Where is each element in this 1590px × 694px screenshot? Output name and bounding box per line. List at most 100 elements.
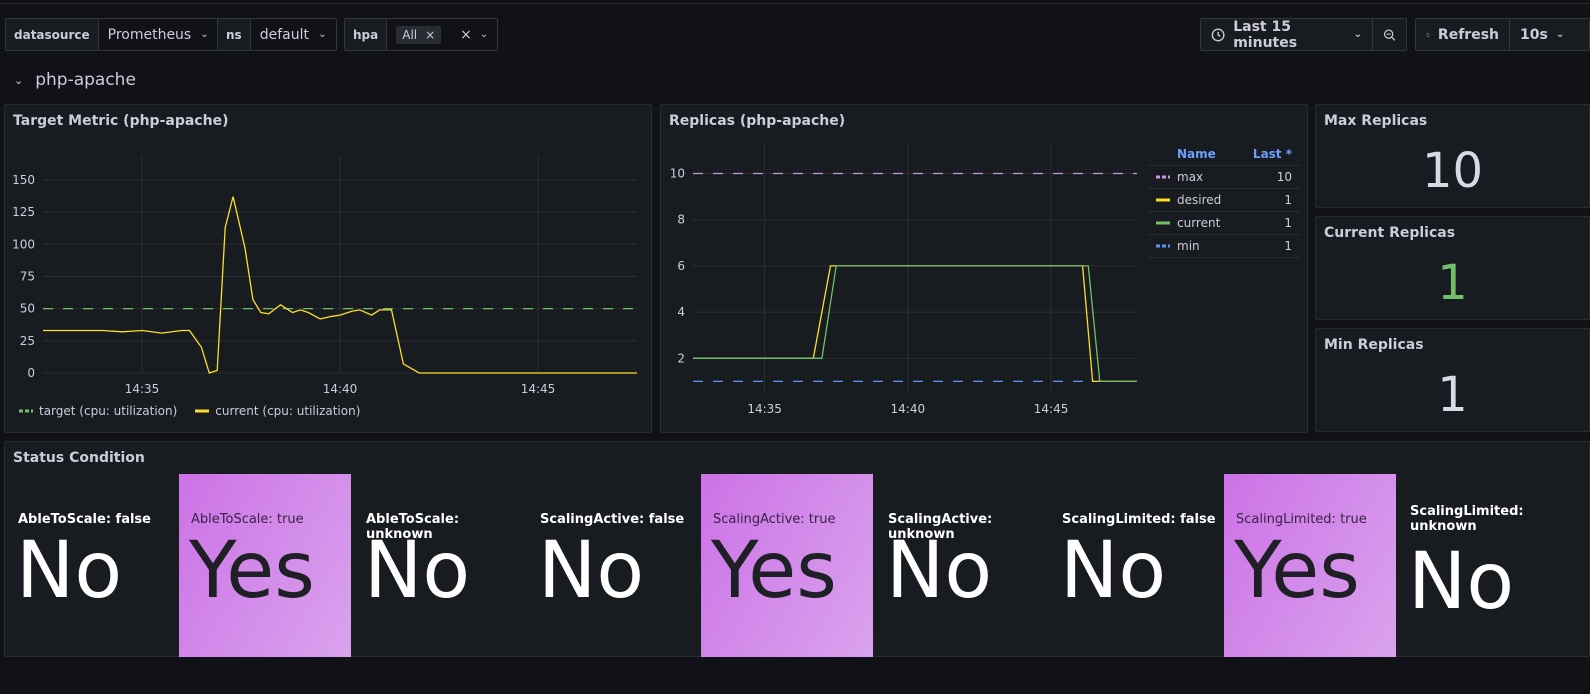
legend-row-min[interactable]: min 1: [1148, 235, 1300, 258]
status-cell: AbleToScale: true Yes: [179, 474, 351, 657]
x-tick-label: 14:45: [1034, 402, 1069, 416]
chevron-down-icon: ⌄: [200, 29, 209, 40]
x-tick-label: 14:40: [323, 382, 358, 396]
status-cell-label: ScalingActive: true: [713, 512, 836, 527]
refresh-label: Refresh: [1437, 26, 1499, 43]
legend-row-desired[interactable]: desired 1: [1148, 189, 1300, 212]
status-cell-label: ScalingLimited: true: [1236, 512, 1367, 527]
legend-swatch: [195, 409, 210, 413]
chevron-down-icon: ⌄: [1353, 29, 1362, 40]
legend-last-value: 1: [1284, 193, 1292, 207]
y-tick-label: 2: [677, 351, 685, 365]
legend-last-value: 1: [1284, 216, 1292, 230]
panel-title: Min Replicas: [1324, 337, 1424, 353]
chart-legend: target (cpu: utilization) current (cpu: …: [19, 404, 360, 418]
clock-icon: [1211, 28, 1225, 41]
x-tick-label: 14:35: [747, 402, 782, 416]
legend-item-target[interactable]: target (cpu: utilization): [19, 404, 177, 418]
legend-row-current[interactable]: current 1: [1148, 212, 1300, 235]
variable-label: datasource: [5, 18, 98, 51]
legend-swatch: [1156, 221, 1170, 225]
y-tick-label: 6: [677, 259, 685, 273]
variable-hpa[interactable]: hpa All × × ⌄: [344, 18, 499, 51]
time-range-picker[interactable]: Last 15 minutes ⌄: [1200, 18, 1373, 51]
zoom-out-button[interactable]: [1372, 18, 1407, 51]
panel-current-replicas[interactable]: Current Replicas 1: [1315, 216, 1590, 320]
datasource-select[interactable]: Prometheus ⌄: [97, 18, 219, 51]
status-cell: AbleToScale: unknown No: [354, 474, 526, 657]
time-range-label: Last 15 minutes: [1233, 18, 1298, 51]
clear-icon[interactable]: ×: [460, 26, 472, 43]
y-tick-label: 100: [12, 237, 35, 251]
refresh-icon: [1426, 32, 1430, 37]
status-cell-label: ScalingLimited: unknown: [1410, 504, 1524, 534]
series-line-current: [693, 265, 1137, 383]
series-line-desired: [693, 265, 1137, 383]
refresh-interval-label: 10s: [1520, 26, 1548, 43]
legend-header-name[interactable]: Name: [1177, 147, 1216, 161]
variable-ns[interactable]: ns default ⌄: [217, 18, 337, 51]
variable-value: default: [259, 26, 309, 43]
legend-header: Name Last *: [1148, 143, 1300, 166]
legend-swatch: [19, 409, 33, 413]
y-tick-label: 25: [20, 334, 35, 348]
tag-remove-icon[interactable]: ×: [425, 27, 436, 42]
ns-select[interactable]: default ⌄: [249, 18, 337, 51]
y-tick-label: 4: [677, 305, 685, 319]
x-tick-label: 14:45: [521, 382, 556, 396]
panel-min-replicas[interactable]: Min Replicas 1: [1315, 328, 1590, 432]
status-cell-label: AbleToScale: false: [18, 512, 151, 527]
legend-name: max: [1177, 170, 1204, 184]
panel-title: Max Replicas: [1324, 113, 1428, 129]
row-header[interactable]: ⌄ php-apache: [14, 70, 136, 90]
chevron-down-icon[interactable]: ⌄: [14, 73, 24, 87]
status-cell-value: No: [16, 526, 123, 616]
tag-label: All: [402, 27, 418, 42]
status-cell: AbleToScale: false No: [6, 474, 178, 657]
variable-datasource[interactable]: datasource Prometheus ⌄: [5, 18, 219, 51]
variable-label: ns: [217, 18, 250, 51]
legend-name: current: [1177, 216, 1221, 230]
status-cell: ScalingActive: unknown No: [876, 474, 1048, 657]
replicas-chart[interactable]: 2 4 6 8 10 14:35 14:40 14:45: [661, 105, 1309, 434]
status-cell-value: No: [886, 526, 993, 616]
y-tick-label: 150: [12, 173, 35, 187]
hpa-select[interactable]: All × × ⌄: [386, 18, 499, 51]
status-cell-label: AbleToScale: true: [191, 512, 304, 527]
status-cell-label: ScalingActive: false: [540, 512, 685, 527]
status-cell-label: ScalingLimited: false: [1062, 512, 1216, 527]
legend-label: current (cpu: utilization): [215, 404, 361, 418]
panel-title: Target Metric (php-apache): [13, 113, 229, 129]
refresh-button[interactable]: Refresh: [1415, 18, 1510, 51]
zoom-out-icon: [1384, 29, 1396, 41]
status-cell-value: No: [364, 526, 471, 616]
selected-tag[interactable]: All ×: [396, 25, 442, 44]
status-cell: ScalingLimited: false No: [1050, 474, 1222, 657]
status-cell-label: AbleToScale: unknown: [366, 512, 460, 542]
target-metric-chart[interactable]: 0 25 50 75 100 125 150 14:35 14:40 14:45: [5, 105, 653, 434]
legend-label: target (cpu: utilization): [39, 404, 178, 418]
status-cell: ScalingActive: true Yes: [701, 474, 873, 657]
legend-item-current[interactable]: current (cpu: utilization): [195, 404, 360, 418]
legend-row-max[interactable]: max 10: [1148, 166, 1300, 189]
stat-value: 10: [1421, 143, 1484, 199]
panel-target-metric[interactable]: Target Metric (php-apache) 0 25 50 75 100 125…: [4, 104, 652, 433]
refresh-interval-picker[interactable]: 10s ⌄: [1509, 18, 1590, 51]
legend-swatch: [1156, 244, 1170, 248]
status-cell: ScalingActive: false No: [528, 474, 700, 657]
y-tick-label: 0: [27, 366, 35, 380]
y-tick-label: 75: [20, 269, 35, 283]
panel-max-replicas[interactable]: Max Replicas 10: [1315, 104, 1590, 208]
status-cell-value: No: [1408, 537, 1515, 627]
panel-replicas[interactable]: Replicas (php-apache) 2 4 6 8 10 14:35 14:40 14…: [660, 104, 1308, 433]
legend-name: min: [1177, 239, 1200, 253]
panel-title: Status Condition: [13, 450, 145, 466]
legend-last-value: 10: [1276, 170, 1292, 184]
legend-header-last[interactable]: Last *: [1252, 147, 1292, 161]
panel-title: Current Replicas: [1324, 225, 1456, 241]
status-cell-value: No: [538, 526, 645, 616]
y-tick-label: 50: [20, 302, 35, 316]
variable-label: hpa: [344, 18, 387, 51]
chevron-down-icon: ⌄: [1555, 29, 1565, 40]
legend-last-value: 1: [1284, 239, 1292, 253]
